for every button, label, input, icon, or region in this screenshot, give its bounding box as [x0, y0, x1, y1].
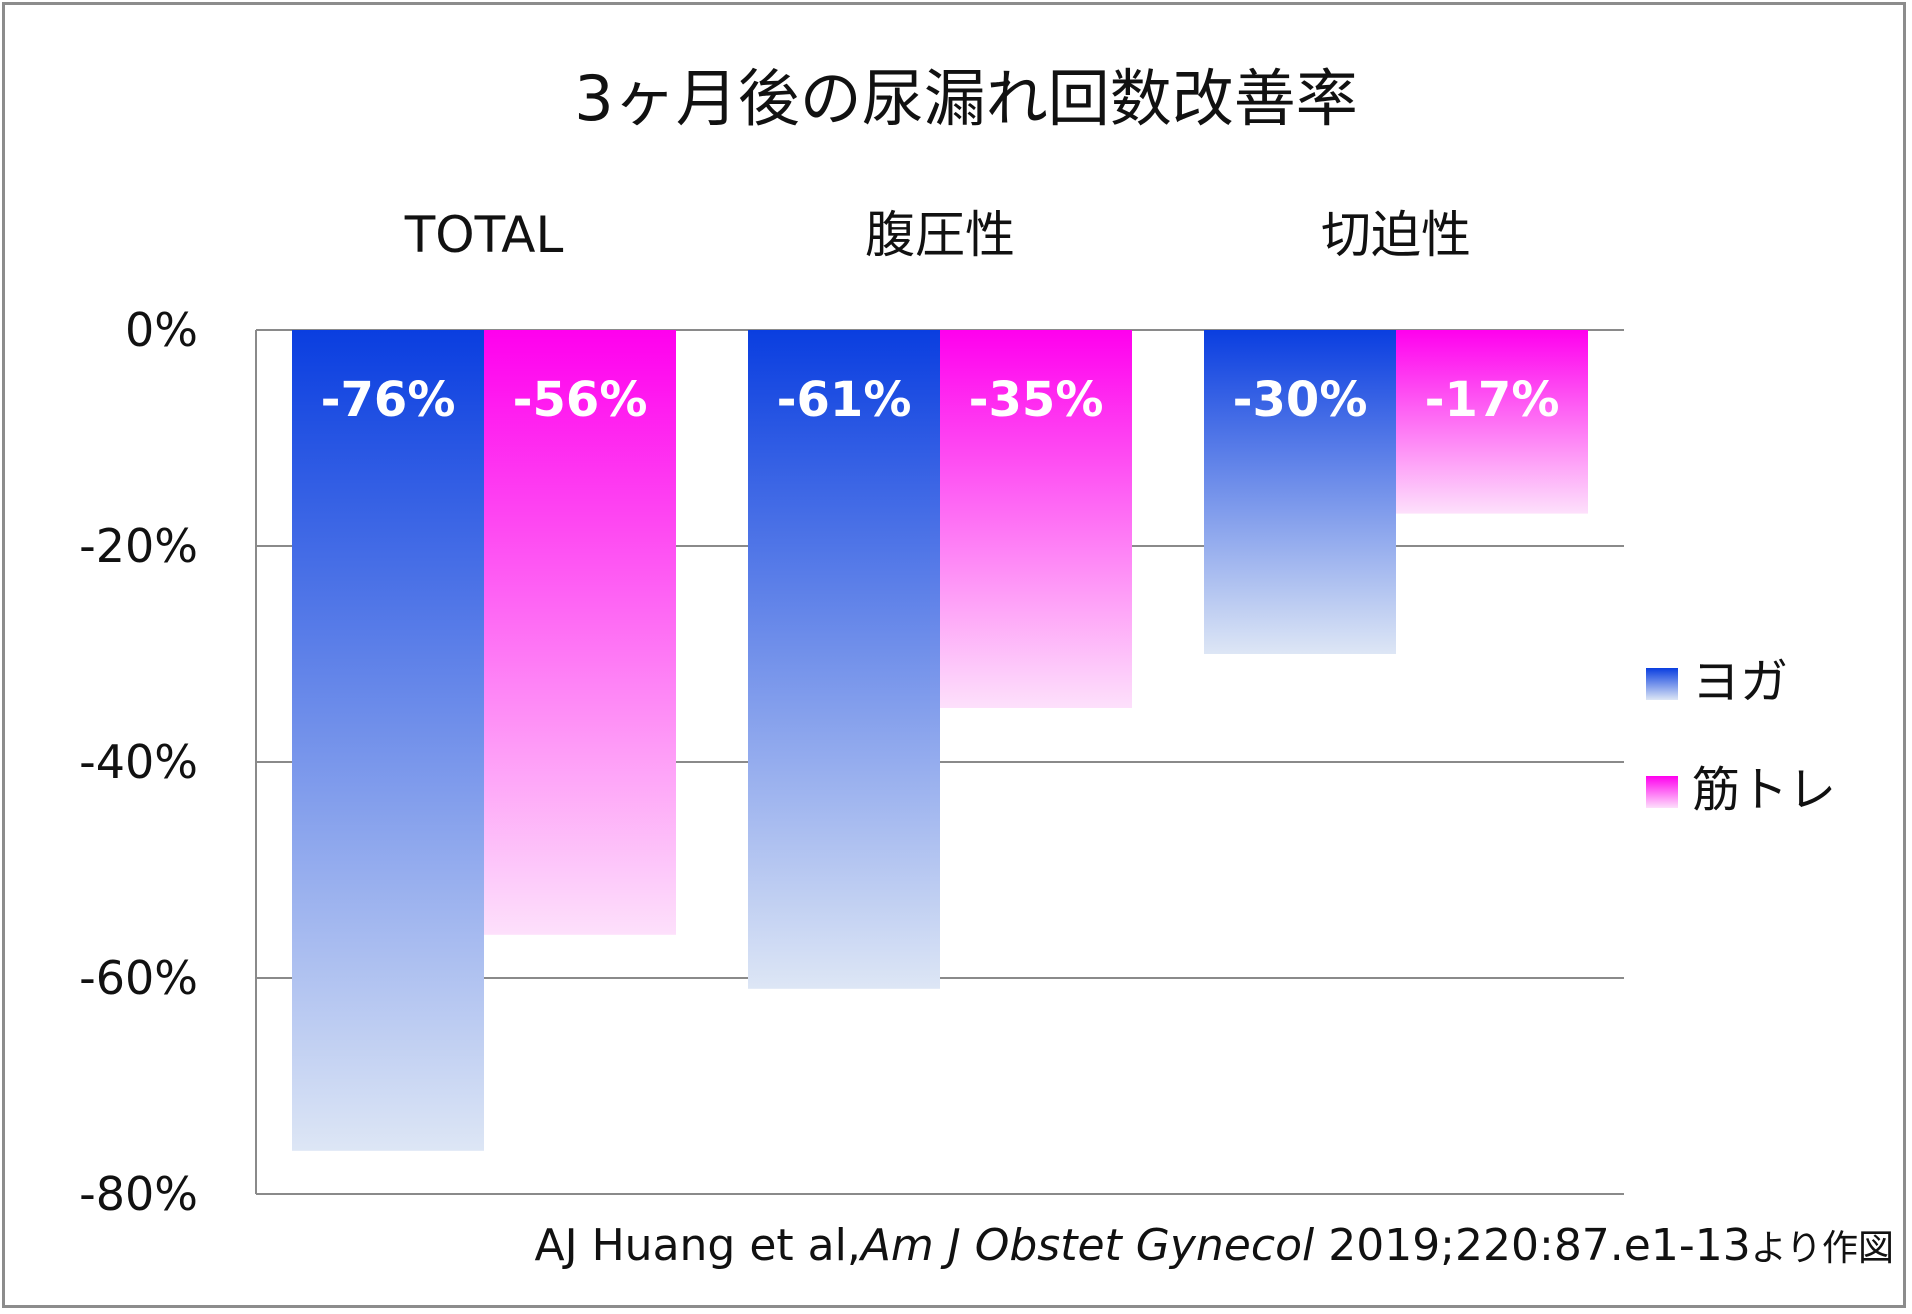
y-tick-label: 0%: [125, 303, 198, 357]
legend-swatch: [1646, 668, 1678, 700]
chart-title: 3ヶ月後の尿漏れ回数改善率: [574, 62, 1357, 135]
category-label: 腹圧性: [865, 206, 1015, 264]
source-authors: AJ Huang et al,: [534, 1220, 861, 1271]
bar: [748, 330, 940, 989]
data-label: -76%: [321, 372, 456, 428]
legend-swatch: [1646, 776, 1678, 808]
bar: [1396, 330, 1588, 514]
data-label: -61%: [777, 372, 912, 428]
category-label: 切迫性: [1321, 206, 1471, 264]
y-tick-label: -80%: [79, 1167, 198, 1221]
legend-label: 筋トレ: [1692, 762, 1836, 818]
data-label: -30%: [1233, 372, 1368, 428]
bar-layer: [292, 330, 1588, 1151]
data-label: -56%: [513, 372, 648, 428]
data-label: -35%: [969, 372, 1104, 428]
label-layer: TOTAL -76% -56% 腹圧性 -61% -35% 切迫性 -30% -17%: [321, 206, 1560, 428]
source-journal: Am J Obstet Gynecol: [860, 1220, 1315, 1271]
source-citation-numbers: 2019;220:87.e1-13: [1314, 1220, 1751, 1271]
source-suffix: より作図: [1750, 1228, 1894, 1269]
category-label: TOTAL: [404, 206, 564, 264]
y-tick-label: -60%: [79, 951, 198, 1005]
data-label: -17%: [1425, 372, 1560, 428]
y-tick-label: -40%: [79, 735, 198, 789]
bar: [484, 330, 676, 935]
source-citation: AJ Huang et al,Am J Obstet Gynecol 2019;…: [535, 1216, 1894, 1276]
bar: [940, 330, 1132, 708]
legend-label: ヨガ: [1692, 654, 1788, 710]
bar: [292, 330, 484, 1151]
bar: [1204, 330, 1396, 654]
y-tick-label: -20%: [79, 519, 198, 573]
